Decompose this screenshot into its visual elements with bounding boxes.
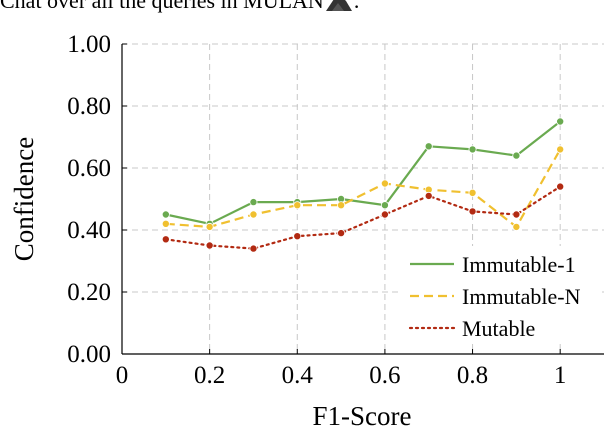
y-tick-label: 0.20 bbox=[67, 279, 111, 306]
x-tick-label: 0.4 bbox=[282, 362, 314, 389]
data-point bbox=[468, 145, 477, 154]
y-axis-label: Confidence bbox=[9, 137, 39, 261]
legend-label: Mutable bbox=[462, 316, 535, 341]
data-point bbox=[512, 210, 521, 219]
data-point bbox=[512, 151, 521, 160]
legend-background bbox=[400, 246, 600, 342]
mulan-logo-icon bbox=[325, 0, 352, 11]
data-point bbox=[512, 222, 521, 231]
x-tick-label: 0.6 bbox=[369, 362, 400, 389]
x-tick-label: 0.2 bbox=[194, 362, 225, 389]
data-point bbox=[556, 117, 565, 126]
data-point bbox=[249, 244, 258, 253]
series-line bbox=[165, 120, 561, 225]
data-point bbox=[380, 210, 389, 219]
caption-prefix: Chat over all the queries in bbox=[0, 0, 244, 13]
data-point bbox=[249, 210, 258, 219]
y-tick-label: 0.60 bbox=[67, 155, 111, 182]
series-immutable-1 bbox=[161, 117, 565, 228]
data-point bbox=[424, 142, 433, 151]
data-point bbox=[205, 241, 214, 250]
caption-name: MULAN bbox=[243, 0, 324, 13]
legend-label: Immutable-1 bbox=[462, 252, 576, 277]
legend: Immutable-1 Immutable-N Mutable bbox=[400, 246, 600, 342]
data-point bbox=[556, 182, 565, 191]
series bbox=[161, 117, 565, 253]
x-tick-label: 0.8 bbox=[457, 362, 488, 389]
caption-suffix: . bbox=[353, 0, 360, 13]
x-tick-label: 1 bbox=[554, 362, 567, 389]
tick-labels: 0.00 0.20 0.40 0.60 0.80 1.00 0 0.2 0.4 0.6 0.8 1 bbox=[67, 31, 566, 389]
data-point bbox=[161, 235, 170, 244]
data-point bbox=[161, 210, 170, 219]
data-point bbox=[249, 198, 258, 207]
y-tick-label: 0.40 bbox=[67, 217, 111, 244]
data-point bbox=[337, 229, 346, 238]
series-mutable bbox=[161, 182, 565, 253]
data-point bbox=[205, 222, 214, 231]
x-axis-label: F1-Score bbox=[313, 401, 412, 426]
legend-item: Immutable-1 bbox=[410, 252, 576, 277]
data-point bbox=[293, 201, 302, 210]
data-point bbox=[380, 201, 389, 210]
axes bbox=[121, 43, 604, 355]
data-point bbox=[293, 232, 302, 241]
data-point bbox=[556, 145, 565, 154]
legend-label: Immutable-N bbox=[462, 284, 581, 309]
series-immutable-n bbox=[161, 145, 565, 231]
legend-item: Immutable-N bbox=[410, 284, 581, 309]
data-point bbox=[424, 191, 433, 200]
y-tick-label: 1.00 bbox=[67, 31, 111, 58]
data-point bbox=[468, 188, 477, 197]
y-tick-label: 0.80 bbox=[67, 93, 111, 120]
series-line bbox=[164, 185, 562, 250]
data-point bbox=[380, 179, 389, 188]
data-point bbox=[468, 207, 477, 216]
data-point bbox=[337, 201, 346, 210]
data-point bbox=[161, 219, 170, 228]
y-tick-label: 0.00 bbox=[67, 341, 111, 368]
x-tick-label: 0 bbox=[116, 362, 129, 389]
figure-caption: Chat over all the queries in MULAN. bbox=[0, 0, 604, 14]
legend-item: Mutable bbox=[408, 316, 535, 341]
series-line bbox=[165, 148, 562, 228]
